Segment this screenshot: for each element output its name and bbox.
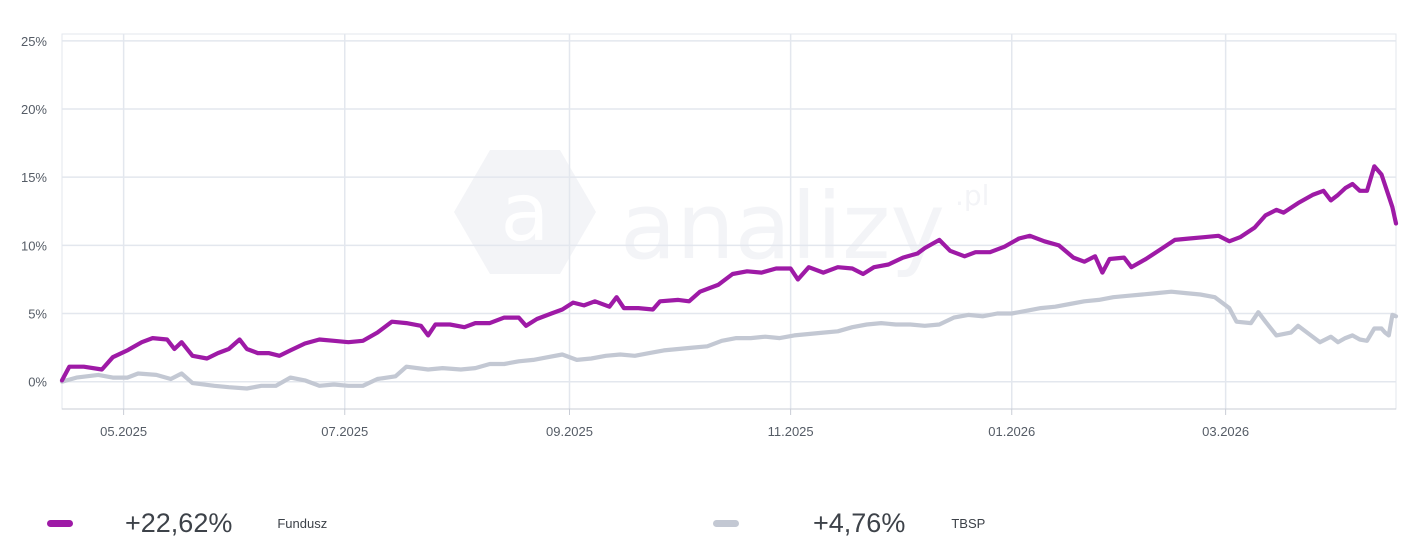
chart-series [59, 164, 1399, 391]
legend-name-benchmark: TBSP [951, 515, 986, 531]
legend-value-fund: +22,62% [125, 507, 233, 538]
legend-item-benchmark: +4,76% TBSP [713, 500, 985, 546]
x-tick-label: 11.2025 [768, 424, 814, 439]
series-line-fund [59, 164, 1399, 383]
legend-item-fund: +22,62% Fundusz [47, 500, 327, 546]
y-tick-label: 0% [28, 375, 47, 390]
y-tick-label: 25% [21, 34, 47, 49]
legend-swatch-benchmark [713, 519, 739, 527]
x-tick-label: 03.2026 [1202, 424, 1249, 439]
legend-value-benchmark: +4,76% [813, 507, 906, 538]
series-line-benchmark [59, 289, 1399, 391]
performance-chart: a analizy .pl 0% 5% 10% 15% 20% 25% 05.2025 07… [21, 33, 1399, 439]
x-tick-label: 07.2025 [321, 424, 368, 439]
legend-name-fund: Fundusz [277, 515, 328, 531]
watermark-logo-hexagon [454, 150, 596, 274]
legend-swatch-fund [47, 519, 73, 527]
y-tick-label: 10% [21, 238, 47, 253]
x-tick-label: 09.2025 [546, 424, 593, 439]
watermark-logo-letter: a [500, 166, 549, 259]
analizy-watermark: a analizy .pl [454, 150, 989, 280]
watermark-text: analizy [620, 173, 945, 280]
watermark-suffix: .pl [955, 179, 989, 212]
x-axis: 05.2025 07.2025 09.2025 11.2025 01.2026 03.20… [62, 408, 1396, 439]
y-axis: 0% 5% 10% 15% 20% 25% [21, 34, 47, 390]
x-tick-label: 01.2026 [988, 424, 1035, 439]
y-tick-label: 15% [21, 170, 47, 185]
x-tick-label: 05.2025 [100, 424, 147, 439]
y-tick-label: 5% [28, 307, 47, 322]
y-tick-label: 20% [21, 102, 47, 117]
